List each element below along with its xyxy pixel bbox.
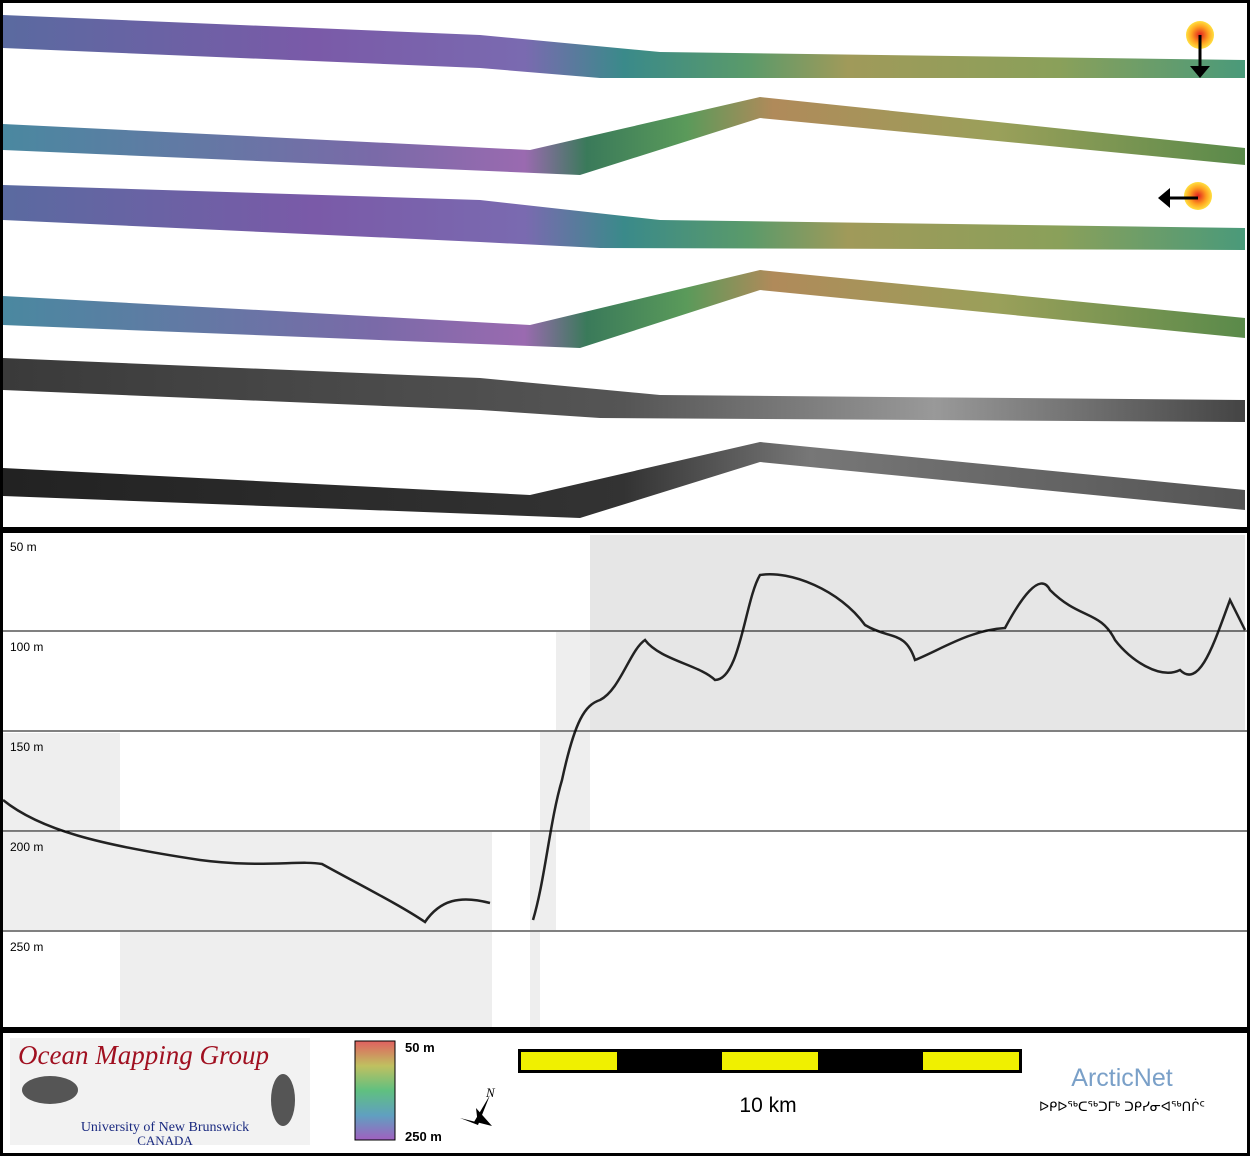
profile-data [3, 832, 492, 930]
depth-label: 250 m [10, 940, 43, 954]
colorbar-label: 50 m [405, 1040, 435, 1055]
depth-label: 200 m [10, 840, 43, 854]
profile-data [556, 632, 590, 730]
scale-label: 10 km [739, 1094, 796, 1117]
swath [3, 97, 1245, 175]
seabed-trace [531, 573, 1247, 921]
swath [3, 442, 1245, 518]
scale-segment [521, 1052, 617, 1070]
logo-shape [271, 1074, 295, 1126]
colorbar [354, 1040, 396, 1141]
logo-country: CANADA [137, 1133, 193, 1148]
profile-data [590, 535, 1245, 730]
compass-label: N [485, 1085, 496, 1100]
profile-data [530, 932, 540, 1027]
logo-shape [22, 1076, 78, 1104]
scale-segment [923, 1052, 1019, 1070]
depth-label: 100 m [10, 640, 43, 654]
colorbar-label: 250 m [405, 1129, 442, 1144]
logo-title: Ocean Mapping Group [18, 1040, 269, 1070]
swath [3, 185, 1245, 250]
arrow [1158, 188, 1170, 208]
profile-data [3, 733, 120, 831]
logo-university: University of New Brunswick [81, 1120, 249, 1135]
swath [3, 358, 1245, 422]
partner-syllabics: ᐅᑭᐅᖅᑕᖅᑐᒥᒃ ᑐᑭᓯᓂᐊᖅᑎᒌᑦ [1039, 1098, 1205, 1115]
sun-icon [1184, 182, 1212, 210]
arrow [1190, 66, 1210, 78]
compass [460, 1108, 492, 1126]
swath [3, 15, 1245, 78]
profile-data [120, 932, 492, 1027]
partner-name: ArcticNet [1071, 1064, 1172, 1092]
swath [3, 270, 1245, 348]
depth-label: 50 m [10, 540, 37, 554]
profile-data [540, 732, 590, 830]
swath-panel [3, 3, 1247, 527]
scale-segment [722, 1052, 818, 1070]
depth-label: 150 m [10, 740, 43, 754]
seabed-trace [2, 799, 491, 924]
